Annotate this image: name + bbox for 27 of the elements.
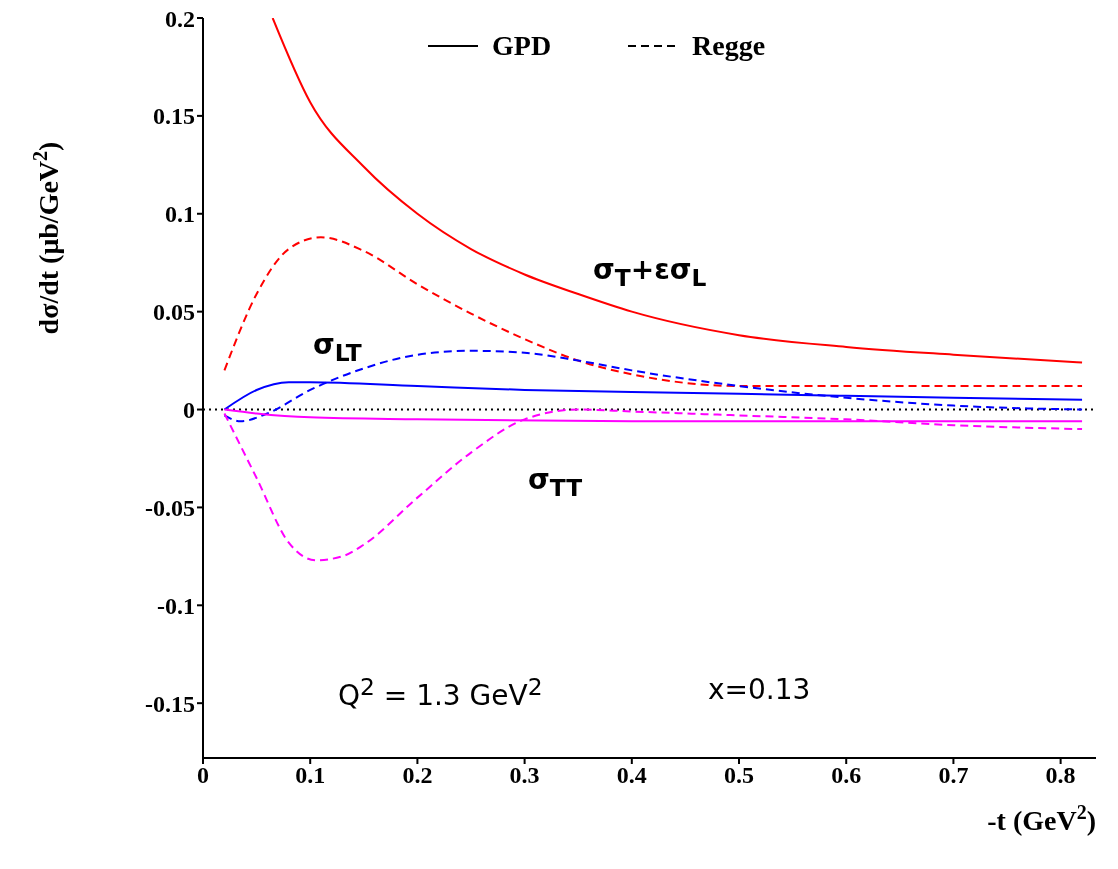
annotation: σ$_{LT}$ [313,328,362,367]
y-tick-label: 0 [183,397,195,424]
x-tick-label: 0.4 [616,762,647,789]
x-tick-label: 0.3 [509,762,540,789]
y-tick-label: -0.1 [157,592,195,619]
y-tick-label: 0.2 [165,5,195,32]
x-tick-label: 0.2 [402,762,433,789]
annotation: σ$_{T}$+εσ$_{L}$ [593,253,707,292]
line-series [223,408,1084,562]
annotation: σ$_{TT}$ [528,463,583,502]
x-tick-label: 0.1 [295,762,326,789]
x-tick-label: 0.6 [831,762,862,789]
y-tick-label: -0.05 [145,494,195,521]
y-tick-label: 0.15 [153,103,195,130]
line-series [271,18,1084,364]
x-tick-label: 0.7 [938,762,969,789]
y-tick-label: 0.1 [165,201,195,228]
y-tick-label: -0.15 [145,690,195,717]
line-series [223,236,1084,388]
x-tick-label: 0.8 [1045,762,1076,789]
annotation: Regge [692,30,766,62]
x-tick-label: 0.5 [724,762,755,789]
annotation: x=0.13 [708,673,811,706]
annotation: Q$^{2}$ = 1.3 GeV$^{2}$ [338,673,543,713]
y-tick-label: 0.05 [153,299,195,326]
annotation: GPD [492,30,552,62]
x-axis-title: -t (GeV$^{2}$) [987,801,1096,836]
